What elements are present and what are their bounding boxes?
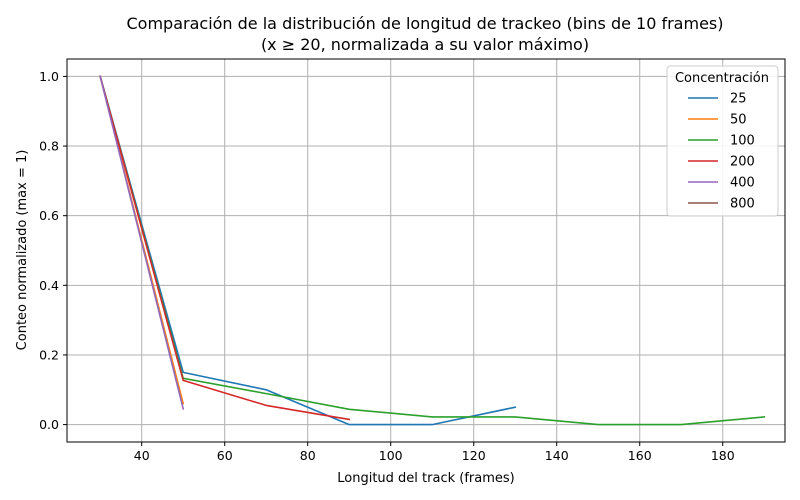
series-line-200: [99, 75, 351, 421]
x-axis-ticks: 40 60 80 100 120 140 160 180: [134, 442, 735, 463]
x-tick-label: 180: [711, 448, 735, 463]
legend-box: [666, 65, 779, 217]
legend-label-100: 100: [730, 134, 755, 149]
y-tick-label: 0.2: [39, 347, 59, 362]
legend-label-25: 25: [730, 92, 747, 107]
x-tick-label: 40: [134, 448, 150, 463]
legend-label-400: 400: [730, 176, 755, 191]
y-tick-label: 0.6: [39, 208, 59, 223]
x-tick-label: 120: [462, 448, 486, 463]
chart-title-line1: Comparación de la distribución de longit…: [127, 14, 724, 33]
y-tick-label: 1.0: [39, 69, 59, 84]
x-tick-label: 80: [300, 448, 316, 463]
y-tick-label: 0.8: [39, 139, 59, 154]
x-tick-label: 100: [379, 448, 403, 463]
series-line-400: [99, 75, 185, 410]
y-tick-label: 0.4: [39, 278, 59, 293]
series-layer: [99, 75, 766, 426]
y-tick-label: 0.0: [39, 417, 59, 432]
legend-label-50: 50: [730, 113, 747, 128]
series-line-25: [99, 75, 517, 426]
x-tick-label: 160: [628, 448, 652, 463]
legend-title: Concentración: [675, 71, 769, 86]
x-axis-label: Longitud del track (frames): [337, 471, 514, 486]
x-tick-label: 140: [545, 448, 569, 463]
series-line-100: [99, 75, 766, 426]
y-axis-label: Conteo normalizado (max = 1): [15, 150, 30, 351]
legend-label-800: 800: [730, 197, 755, 212]
chart-title-line2: (x ≥ 20, normalizada a su valor máximo): [261, 35, 589, 54]
plot-frame: [66, 58, 786, 443]
x-tick-label: 60: [217, 448, 233, 463]
legend: Concentración 25 50 100 200 400 800: [666, 65, 779, 217]
legend-items: 25 50 100 200 400 800: [688, 92, 755, 212]
legend-label-200: 200: [730, 155, 755, 170]
y-axis-ticks: 0.0 0.2 0.4 0.6 0.8 1.0: [39, 69, 67, 432]
